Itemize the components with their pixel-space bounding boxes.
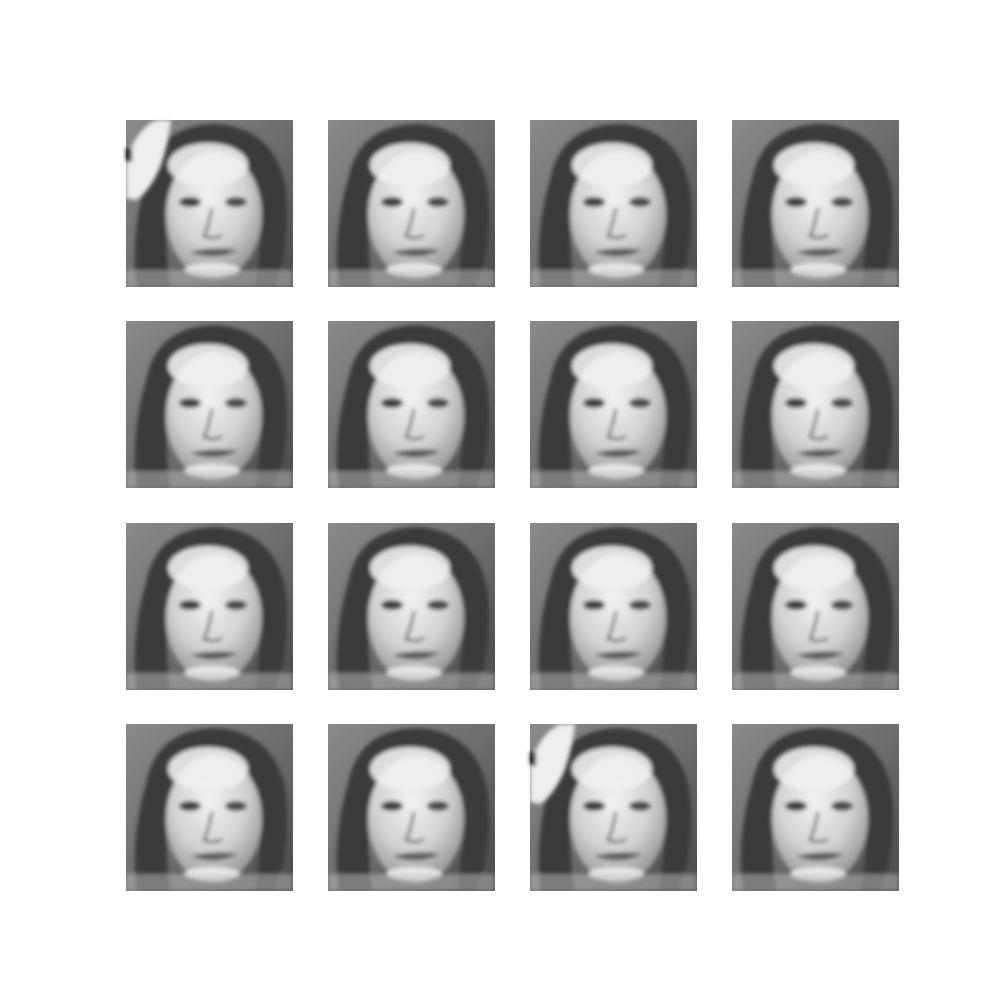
face-image: [732, 724, 899, 891]
face-sample: [328, 724, 495, 891]
face-sample: [732, 523, 899, 690]
face-image: [530, 321, 697, 488]
face-sample: [328, 321, 495, 488]
face-image: [328, 120, 495, 287]
face-sample: [530, 321, 697, 488]
face-sample: [530, 523, 697, 690]
face-sample: [328, 523, 495, 690]
face-image: [328, 523, 495, 690]
face-sample: [126, 724, 293, 891]
face-image: [732, 321, 899, 488]
face-sample: [530, 724, 697, 891]
face-sample: [328, 120, 495, 287]
face-sample: [126, 321, 293, 488]
face-sample: [530, 120, 697, 287]
face-image: [126, 724, 293, 891]
face-image: [732, 523, 899, 690]
face-image: [328, 724, 495, 891]
face-image: [530, 523, 697, 690]
face-image: [530, 120, 697, 287]
face-sample: [732, 120, 899, 287]
face-sample: [732, 724, 899, 891]
face-sample: [126, 523, 293, 690]
face-sample: [732, 321, 899, 488]
face-image: [328, 321, 495, 488]
face-sample: [126, 120, 293, 287]
face-image: [126, 523, 293, 690]
face-image: [126, 321, 293, 488]
face-image: [732, 120, 899, 287]
